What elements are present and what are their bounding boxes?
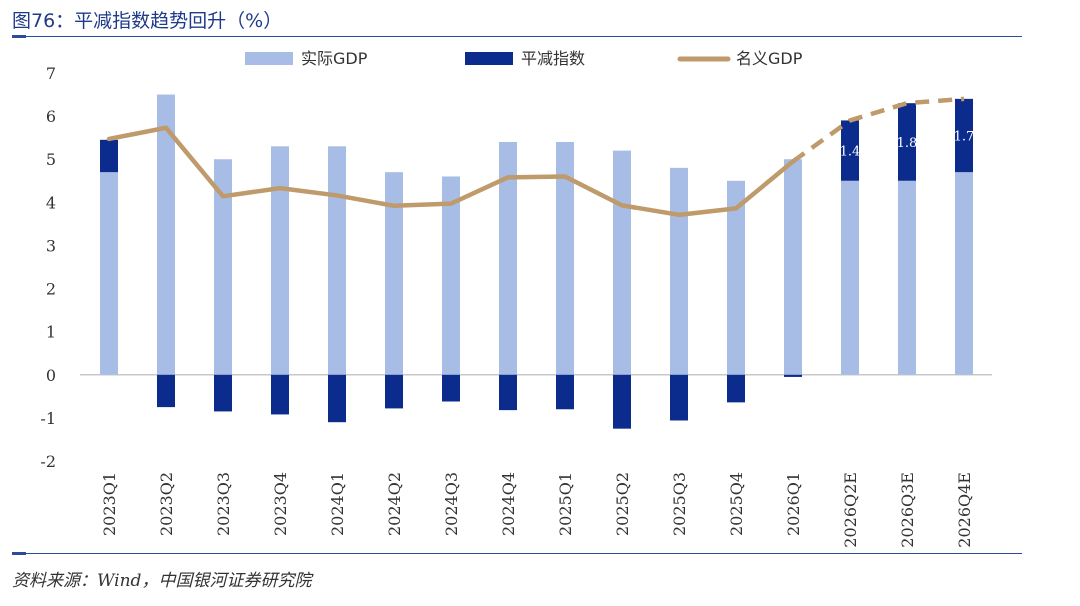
bar-real-gdp [613, 150, 631, 375]
deflator-chart: -2 -1 0 1 2 3 4 5 6 7 2023Q1 2023Q2 2023Q3 2023Q4 2024… [40, 49, 992, 548]
bar-deflator [385, 374, 403, 409]
bars-layer [100, 94, 973, 429]
bar-real-gdp [556, 141, 574, 375]
bar-real-gdp [157, 94, 175, 375]
y-tick-label: 6 [46, 107, 56, 126]
x-tick-label: 2026Q4E [955, 472, 974, 548]
bar-real-gdp [784, 159, 802, 375]
x-tick-label: 2024Q4 [499, 472, 518, 536]
bar-deflator [499, 374, 517, 411]
bar-deflator [670, 374, 688, 421]
legend-item-nominal-gdp: 名义GDP [677, 49, 803, 68]
bar-deflator [214, 374, 232, 412]
deflator-data-label: 1.7 [954, 130, 975, 145]
legend-swatch [465, 52, 513, 65]
y-tick-label: 1 [46, 323, 56, 342]
x-tick-label: 2025Q1 [556, 472, 575, 536]
bar-real-gdp [385, 172, 403, 375]
bar-real-gdp [100, 172, 118, 375]
bar-deflator [727, 374, 745, 403]
bar-real-gdp [271, 146, 289, 375]
y-tick-label: 3 [46, 236, 56, 255]
y-tick-label: 0 [46, 366, 56, 385]
x-tick-label: 2024Q3 [442, 472, 461, 536]
bar-real-gdp [442, 176, 460, 375]
y-tick-label: 7 [46, 64, 56, 83]
bar-real-gdp [328, 146, 346, 375]
legend-label: 实际GDP [301, 49, 368, 68]
labels-layer: 1.4 1.8 1.7 [840, 130, 975, 160]
bar-real-gdp [214, 159, 232, 375]
bar-real-gdp [898, 180, 916, 375]
axis-layer: -2 -1 0 1 2 3 4 5 6 7 2023Q1 2023Q2 2023Q3 2023Q4 2024… [40, 64, 992, 548]
y-tick-label: 5 [46, 150, 56, 169]
bar-real-gdp [670, 167, 688, 375]
x-tick-label: 2023Q2 [157, 472, 176, 536]
x-tick-label: 2026Q3E [898, 472, 917, 548]
bar-deflator [271, 374, 289, 415]
x-tick-label: 2026Q1 [784, 472, 803, 536]
bar-deflator [328, 374, 346, 423]
bar-deflator [556, 374, 574, 410]
line-layer [106, 96, 965, 218]
x-tick-label: 2026Q2E [841, 472, 860, 548]
y-tick-label: -2 [40, 452, 56, 471]
bar-deflator [157, 374, 175, 408]
bottom-rule [12, 553, 1022, 554]
legend-swatch [245, 52, 293, 65]
legend-label: 平减指数 [521, 49, 585, 68]
bar-deflator [841, 120, 859, 181]
bar-deflator [784, 374, 802, 377]
y-tick-label: 2 [46, 280, 56, 299]
figure-title: 图76：平减指数趋势回升（%） [12, 10, 283, 32]
bar-deflator [955, 98, 973, 173]
x-tick-label: 2024Q2 [385, 472, 404, 536]
legend-item-real-gdp: 实际GDP [245, 49, 368, 68]
deflator-data-label: 1.4 [840, 145, 861, 160]
x-tick-label: 2023Q4 [271, 472, 290, 536]
y-tick-label: -1 [40, 409, 56, 428]
top-rule [12, 36, 1022, 37]
y-tick-label: 4 [46, 193, 56, 212]
bar-real-gdp [955, 172, 973, 375]
nominal-gdp-line-forecast [791, 96, 965, 164]
legend-label: 名义GDP [736, 49, 803, 68]
x-tick-label: 2023Q1 [100, 472, 119, 536]
x-tick-label: 2023Q3 [214, 472, 233, 536]
bar-deflator [613, 374, 631, 429]
source-note: 资料来源：Wind，中国银河证券研究院 [12, 571, 312, 591]
bar-deflator [898, 103, 916, 181]
top-rule-mark [12, 35, 26, 38]
nominal-gdp-line-actual [106, 125, 796, 218]
x-tick-label: 2024Q1 [328, 472, 347, 536]
legend-item-deflator: 平减指数 [465, 49, 585, 68]
x-tick-label: 2025Q2 [613, 472, 632, 536]
x-tick-label: 2025Q3 [670, 472, 689, 536]
bar-real-gdp [727, 180, 745, 375]
bar-real-gdp [841, 180, 859, 375]
bar-deflator [100, 139, 118, 173]
bar-real-gdp [499, 141, 517, 375]
bottom-rule-mark [12, 552, 26, 555]
legend: 实际GDP 平减指数 名义GDP [245, 49, 803, 68]
deflator-data-label: 1.8 [897, 136, 918, 151]
bar-deflator [442, 374, 460, 402]
x-tick-label: 2025Q4 [727, 472, 746, 536]
